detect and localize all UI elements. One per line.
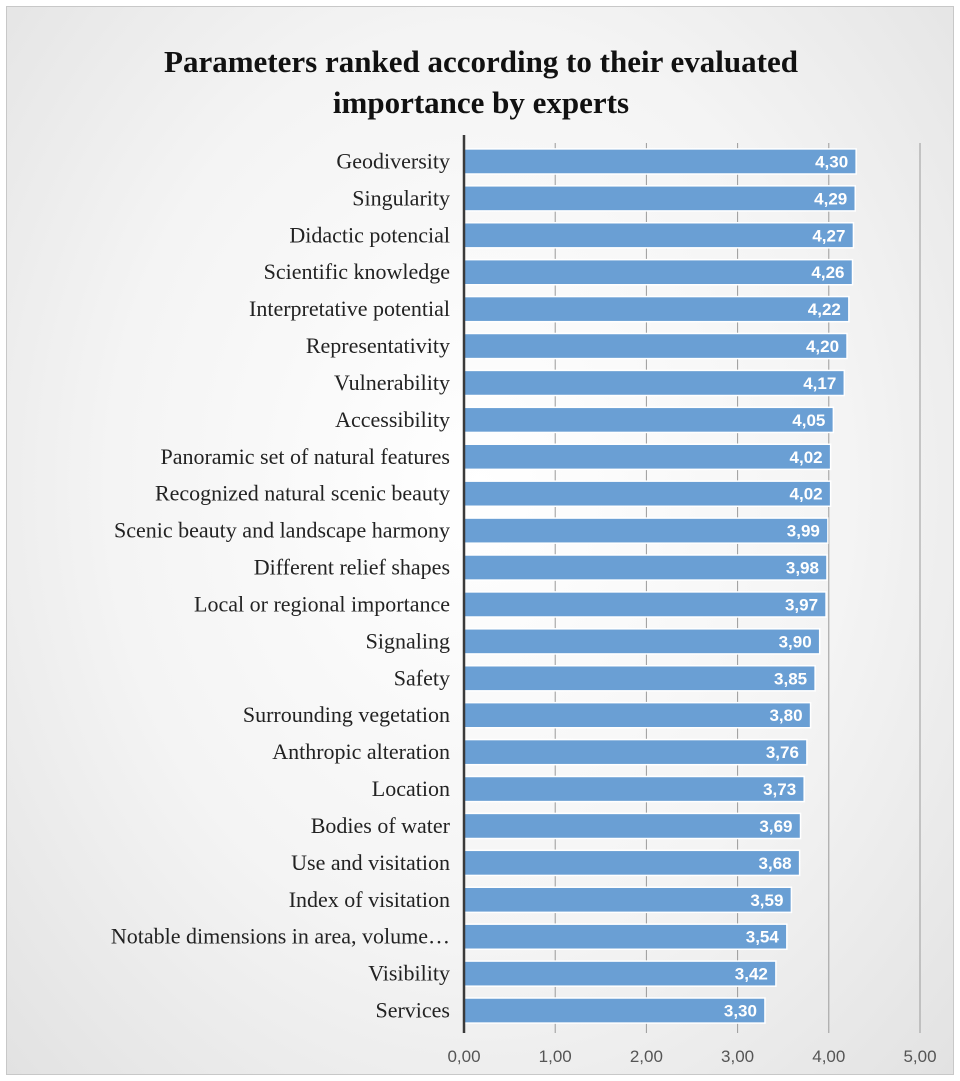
value-label-6: 4,17 [803, 374, 836, 393]
category-label-18: Bodies of water [311, 813, 451, 838]
bar-6 [463, 369, 846, 397]
value-label-0: 4,30 [815, 152, 848, 171]
value-label-10: 3,99 [787, 522, 820, 541]
chart-title: Parameters ranked according to their eva… [7, 41, 955, 123]
value-label-22: 3,42 [735, 965, 768, 984]
bar-3 [463, 258, 854, 286]
x-tick-label-0: 0,00 [447, 1047, 480, 1066]
value-label-4: 4,22 [808, 300, 841, 319]
category-label-3: Scientific knowledge [264, 259, 450, 284]
bar-2 [463, 221, 855, 249]
value-label-9: 4,02 [790, 485, 823, 504]
value-label-8: 4,02 [790, 448, 823, 467]
bar-18 [463, 812, 802, 840]
category-label-16: Anthropic alteration [272, 739, 450, 764]
x-tick-label-4: 4,00 [812, 1047, 845, 1066]
category-label-9: Recognized natural scenic beauty [155, 481, 450, 506]
category-label-23: Services [375, 998, 450, 1023]
bar-16 [463, 738, 808, 766]
bar-11 [463, 554, 828, 581]
bar-20 [463, 886, 793, 914]
value-label-13: 3,90 [779, 632, 812, 651]
bar-9 [463, 480, 832, 508]
bar-7 [463, 406, 835, 434]
value-label-5: 4,20 [806, 337, 839, 356]
bar-22 [463, 960, 777, 987]
value-label-1: 4,29 [814, 189, 847, 208]
x-tick-label-5: 5,00 [903, 1047, 936, 1066]
value-label-16: 3,76 [766, 743, 799, 762]
value-label-12: 3,97 [785, 595, 818, 614]
bar-4 [463, 295, 850, 323]
category-label-20: Index of visitation [289, 887, 450, 912]
bar-8 [463, 443, 832, 471]
bar-12 [463, 591, 827, 618]
chart-title-line-2: importance by experts [332, 85, 630, 120]
x-tick-label-1: 1,00 [539, 1047, 572, 1066]
value-label-11: 3,98 [786, 559, 819, 578]
category-label-14: Safety [394, 665, 450, 690]
bar-5 [463, 332, 848, 360]
category-label-22: Visibility [368, 961, 450, 986]
category-label-19: Use and visitation [291, 850, 450, 875]
category-label-13: Signaling [366, 628, 450, 653]
category-label-10: Scenic beauty and landscape harmony [114, 518, 450, 543]
value-label-2: 4,27 [812, 226, 845, 245]
value-label-19: 3,68 [759, 854, 792, 873]
value-label-18: 3,69 [759, 817, 792, 836]
x-tick-label-3: 3,00 [721, 1047, 754, 1066]
value-label-23: 3,30 [724, 1002, 757, 1021]
category-label-7: Accessibility [335, 407, 450, 432]
bar-0 [463, 148, 857, 175]
chart-title-line-1: Parameters ranked according to their eva… [164, 44, 798, 79]
value-label-7: 4,05 [792, 411, 825, 430]
bar-14 [463, 664, 816, 692]
category-label-0: Geodiversity [336, 148, 450, 173]
bar-23 [463, 997, 766, 1024]
bar-17 [463, 775, 805, 803]
value-label-20: 3,59 [750, 891, 783, 910]
value-label-14: 3,85 [774, 669, 807, 688]
plot-svg: Geodiversity Singularity Didactic potencia… [111, 135, 937, 1066]
bar-19 [463, 849, 801, 877]
category-label-21: Notable dimensions in area, volume… [111, 924, 450, 949]
category-label-8: Panoramic set of natural features [160, 444, 450, 469]
category-label-5: Representativity [306, 333, 450, 358]
value-label-15: 3,80 [769, 706, 802, 725]
category-label-4: Interpretative potential [249, 296, 450, 321]
bar-15 [463, 701, 812, 729]
category-label-1: Singularity [352, 185, 450, 210]
bar-10 [463, 517, 829, 544]
category-label-2: Didactic potencial [289, 222, 450, 247]
category-label-11: Different relief shapes [254, 555, 450, 580]
chart-area: Parameters ranked according to their eva… [6, 6, 954, 1075]
category-label-6: Vulnerability [334, 370, 450, 395]
category-label-15: Surrounding vegetation [243, 702, 450, 727]
value-label-3: 4,26 [811, 263, 844, 282]
bar-21 [463, 923, 788, 951]
bar-13 [463, 628, 821, 655]
category-label-12: Local or regional importance [194, 591, 450, 616]
value-label-21: 3,54 [746, 928, 780, 947]
category-label-17: Location [372, 776, 450, 801]
bar-1 [463, 185, 856, 212]
value-label-17: 3,73 [763, 780, 796, 799]
x-tick-label-2: 2,00 [630, 1047, 663, 1066]
